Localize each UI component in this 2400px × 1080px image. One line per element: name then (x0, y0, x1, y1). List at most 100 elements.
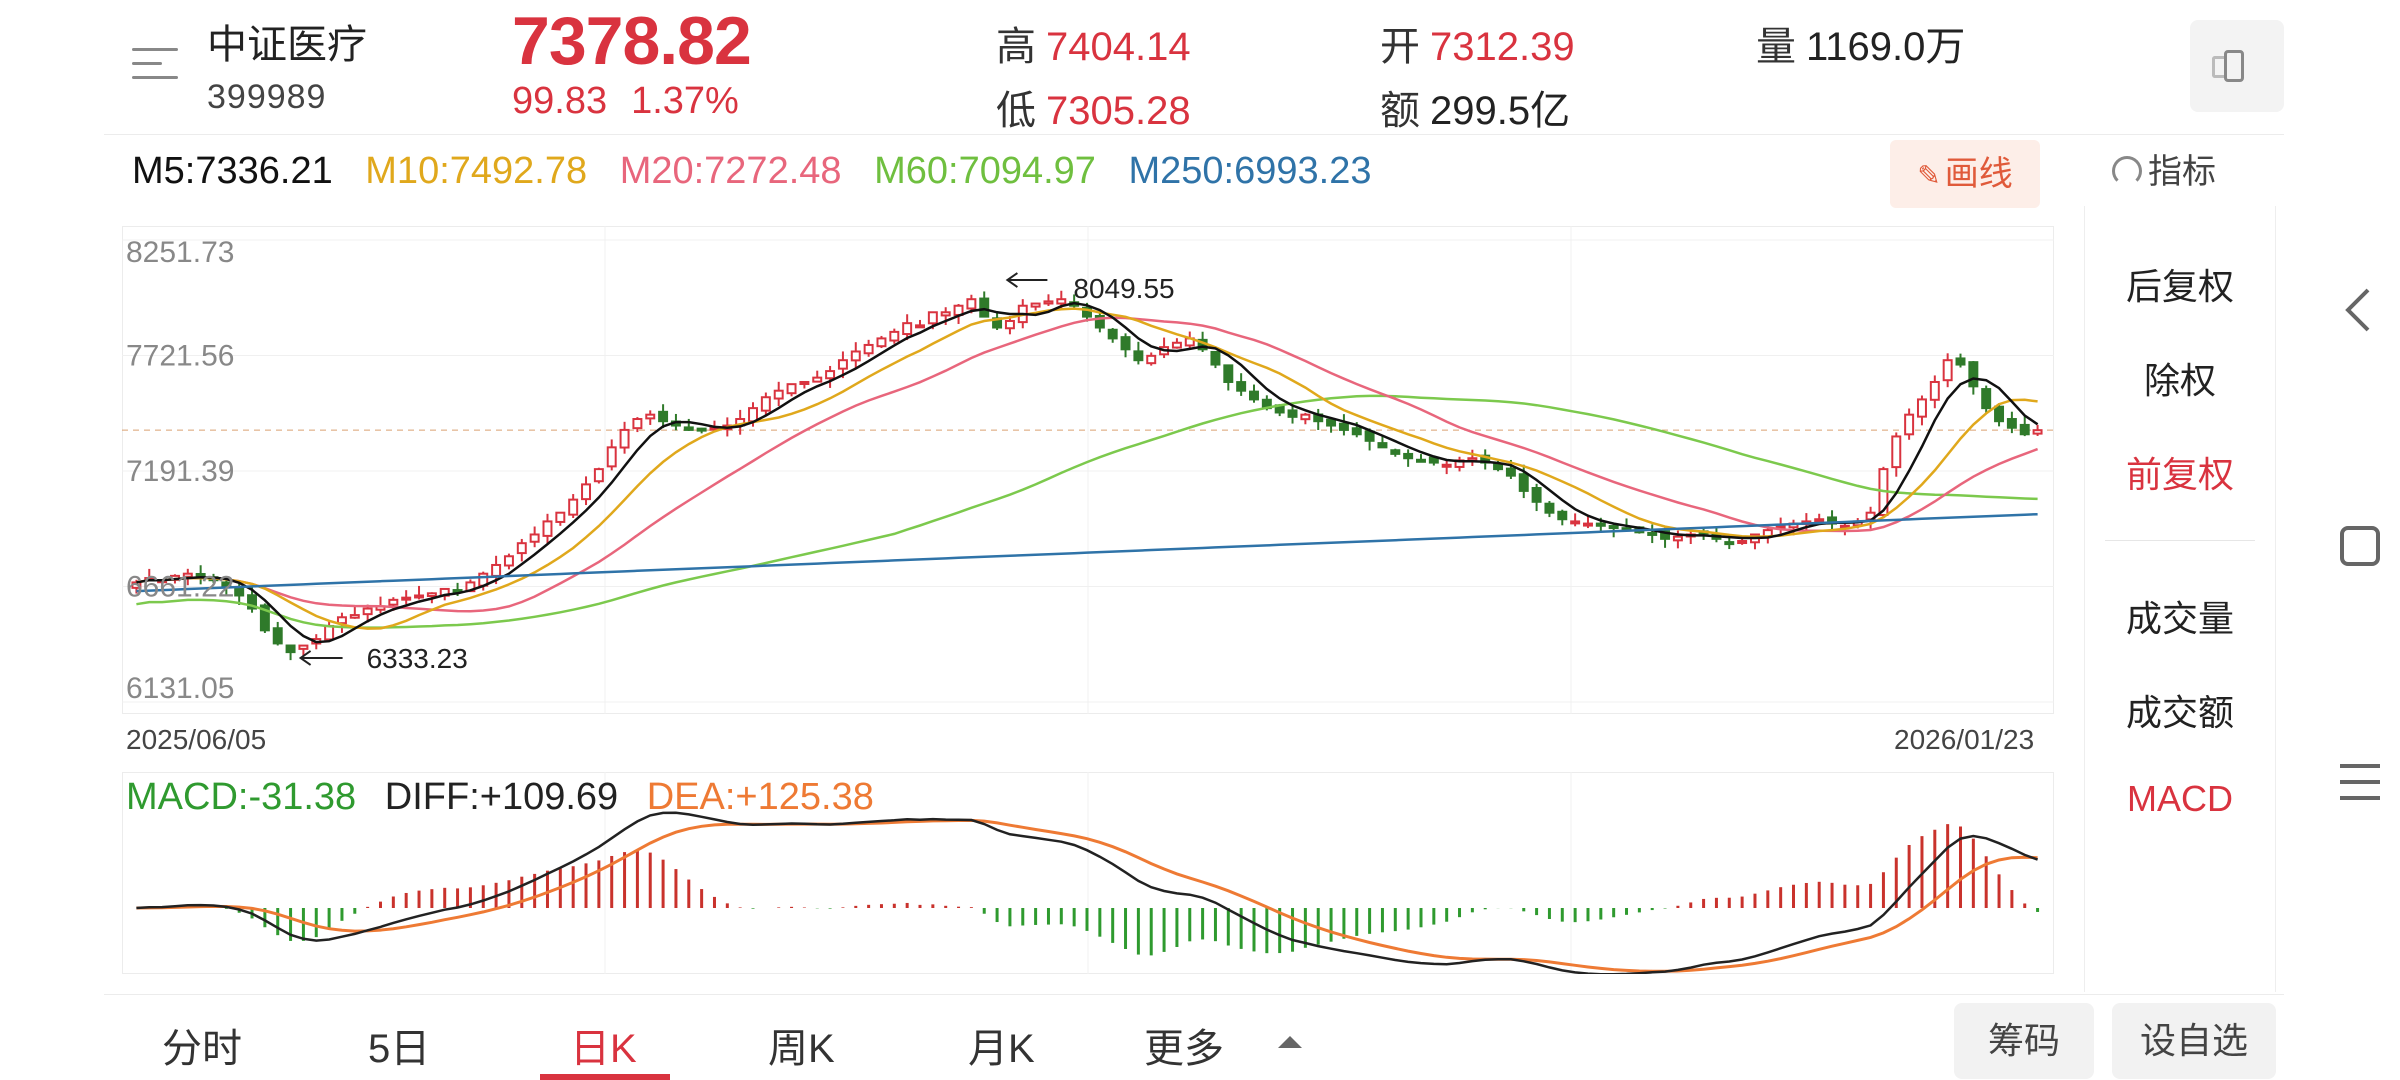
amount-label: 额 (1380, 89, 1420, 133)
candle-body (876, 337, 887, 348)
side-item-turnover[interactable]: 成交额 (2125, 692, 2234, 733)
side-divider (2105, 540, 2255, 541)
candle-body (542, 520, 553, 537)
x-start-date: 2025/06/05 (126, 724, 267, 755)
candle-body (1672, 535, 1683, 542)
menu-icon[interactable] (132, 42, 182, 86)
candle-body (1441, 463, 1452, 468)
candle-body (362, 607, 373, 616)
ma5-line (136, 301, 2039, 644)
candle-body (1030, 302, 1041, 308)
low-stat: 低 7305.28 (996, 78, 1191, 136)
candle-body (1056, 298, 1067, 305)
x-end-date: 2026/01/23 (1894, 724, 2035, 755)
candle-body (426, 592, 437, 598)
candle-body (1942, 359, 1953, 382)
ma250-line (136, 512, 2038, 593)
high-stat: 高 7404.14 (996, 14, 1191, 72)
landscape-toggle-button[interactable] (2190, 20, 2284, 112)
ma10-value: M10:7492.78 (365, 150, 588, 192)
ma-legend: M5:7336.21 M10:7492.78 M20:7272.48 M60:7… (132, 150, 1393, 193)
gauge-icon (2112, 156, 2142, 186)
tablet-icon (2212, 56, 2224, 78)
ma20-line (136, 316, 2039, 613)
candle-body (259, 604, 270, 632)
stock-name: 中证医疗 (207, 23, 367, 67)
dea-line (136, 818, 2038, 973)
candle-body (414, 594, 425, 599)
ma250-value: M250:6993.23 (1128, 150, 1372, 192)
side-item-post-adjust[interactable]: 后复权 (2125, 266, 2234, 307)
candle-body (182, 572, 193, 578)
candle-body (1544, 502, 1555, 514)
candle-body (1210, 350, 1221, 366)
macd-chart[interactable] (122, 772, 2054, 974)
high-value: 7404.14 (1046, 25, 1191, 69)
y-tick-label: 6661.22 (126, 571, 234, 604)
tab-monthly-k[interactable]: 月K (968, 1027, 1035, 1071)
tab-intraday[interactable]: 分时 (162, 1027, 242, 1071)
open-stat: 开 7312.39 (1380, 14, 1575, 72)
recents-nav-icon[interactable] (2330, 752, 2390, 812)
candle-body (1531, 487, 1542, 503)
candle-body (1120, 336, 1131, 351)
candle-body (696, 427, 707, 432)
draw-line-button[interactable]: ✎ 画线 (1890, 140, 2040, 208)
tab-5day[interactable]: 5日 (368, 1027, 431, 1071)
candle-body (1300, 413, 1311, 421)
chips-button[interactable]: 筹码 (1954, 1003, 2094, 1079)
draw-line-label: 画线 (1944, 155, 2013, 193)
side-item-macd[interactable]: MACD (2127, 778, 2233, 819)
candle-body (1570, 520, 1581, 525)
candle-body (1236, 381, 1247, 392)
y-tick-label: 7721.56 (126, 340, 234, 373)
candle-body (298, 644, 309, 650)
candle-body (272, 627, 283, 645)
candle-body (1338, 422, 1349, 431)
add-watchlist-button[interactable]: 设自选 (2112, 1003, 2276, 1079)
amount-stat: 额 299.5亿 (1380, 78, 1570, 136)
candle-body (1004, 319, 1015, 330)
candle-body (1505, 467, 1516, 477)
candle-body (285, 644, 296, 654)
candle-body (632, 418, 643, 430)
candle-body (1608, 525, 1619, 530)
y-tick-label: 8251.73 (126, 236, 234, 269)
candle-body (773, 389, 784, 400)
current-price: 7378.82 (512, 3, 752, 79)
side-item-volume[interactable]: 成交量 (2125, 598, 2234, 639)
tab-more[interactable]: 更多 (1144, 1027, 1224, 1071)
indicator-label: 指标 (2148, 153, 2216, 191)
active-tab-indicator (540, 1074, 670, 1080)
back-nav-icon[interactable] (2330, 280, 2390, 340)
side-item-ex-rights[interactable]: 除权 (2143, 360, 2216, 401)
candle-body (491, 563, 502, 577)
candle-body (1994, 405, 2005, 423)
candle-body (1916, 398, 1927, 418)
side-item-pre-adjust[interactable]: 前复权 (2125, 454, 2234, 495)
candle-body (234, 586, 245, 597)
tab-weekly-k[interactable]: 周K (768, 1027, 835, 1071)
candle-body (658, 410, 669, 423)
stock-code: 399989 (207, 78, 327, 116)
candle-body (1082, 306, 1092, 318)
caret-up-icon[interactable] (1278, 1036, 1302, 1048)
kline-chart[interactable]: 8251.73 7721.56 7191.39 6661.22 6131.05 8049.… (122, 226, 2054, 714)
open-label: 开 (1380, 25, 1420, 69)
candle-body (606, 446, 617, 468)
volume-value: 1169.0万 (1806, 25, 1966, 69)
diff-value: DIFF:+109.69 (384, 776, 619, 818)
y-tick-label: 6131.05 (126, 672, 234, 705)
header-divider (104, 134, 2284, 135)
candle-body (966, 298, 977, 310)
home-nav-icon[interactable] (2330, 516, 2390, 576)
candle-body (927, 311, 938, 325)
indicator-button[interactable]: 指标 (2112, 144, 2216, 193)
candle-body (2019, 423, 2030, 436)
candle-body (1981, 388, 1992, 410)
tab-daily-k[interactable]: 日K (570, 1027, 637, 1071)
ma60-line (136, 394, 2038, 629)
diff-line (136, 811, 2039, 974)
candle-body (825, 370, 836, 380)
candle-body (1595, 522, 1606, 527)
